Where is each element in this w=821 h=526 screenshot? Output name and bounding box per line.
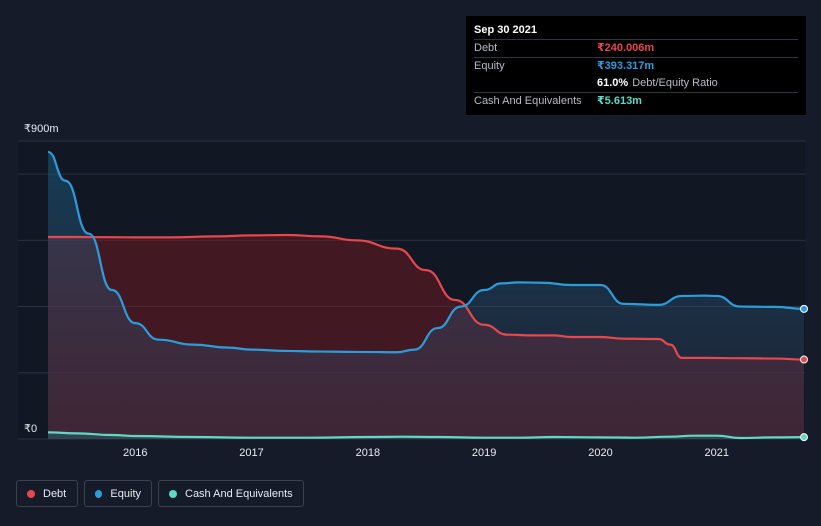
debt-end-marker [800,355,808,364]
series-end-markers [800,304,808,442]
series-lines [47,150,805,440]
legend-label-equity: Equity [110,487,141,500]
legend-item-equity[interactable]: Equity [84,480,152,507]
x-tick-label: 2018 [356,447,380,459]
tooltip-label-ratio [474,75,597,92]
cash-end-marker [800,433,808,442]
tooltip-date: Sep 30 2021 [474,24,537,36]
equity-dot-icon [95,489,103,498]
tooltip-label-equity: Equity [474,60,505,72]
cash-dot-icon [169,489,177,498]
tooltip-value-equity: ₹393.317m [597,60,655,72]
tooltip-panel: Sep 30 2021 Debt ₹240.006m Equity ₹393.3… [466,16,806,115]
equity-end-marker [800,304,808,313]
tooltip-value-cash: ₹5.613m [597,95,642,107]
equity-line [47,150,805,354]
debt-line [48,233,805,361]
x-tick-label: 2019 [472,447,496,459]
tooltip-value-debt: ₹240.006m [597,42,655,54]
legend-label-cash: Cash And Equivalents [185,487,293,500]
debt-dot-icon [27,489,35,498]
x-tick-label: 2017 [239,447,263,459]
axis-labels: ₹900m ₹0 2016 2017 2018 2019 2020 2021 [24,123,729,459]
legend-item-debt[interactable]: Debt [16,480,78,507]
equity-area [48,151,804,439]
tooltip-label-debt: Debt [474,42,498,54]
tooltip-row-equity: Equity ₹393.317m [474,57,798,75]
x-tick-label: 2021 [705,447,729,459]
tooltip-label-cash: Cash And Equivalents [474,95,582,107]
tooltip-value-ratio: 61.0% [597,77,629,89]
tooltip-row-ratio: 61.0% Debt/Equity Ratio [474,75,798,92]
tooltip-row-cash: Cash And Equivalents ₹5.613m [474,92,798,110]
y-tick-label-max: ₹900m [24,123,59,135]
cash-line [47,431,805,440]
x-tick-label: 2020 [588,447,612,459]
x-tick-label: 2016 [123,447,147,459]
legend-item-cash[interactable]: Cash And Equivalents [158,480,304,507]
tooltip-ratio-suffix: Debt/Equity Ratio [632,77,718,89]
tooltip-row-debt: Debt ₹240.006m [474,39,798,57]
legend-label-debt: Debt [43,487,67,500]
y-tick-label-zero: ₹0 [24,423,37,435]
